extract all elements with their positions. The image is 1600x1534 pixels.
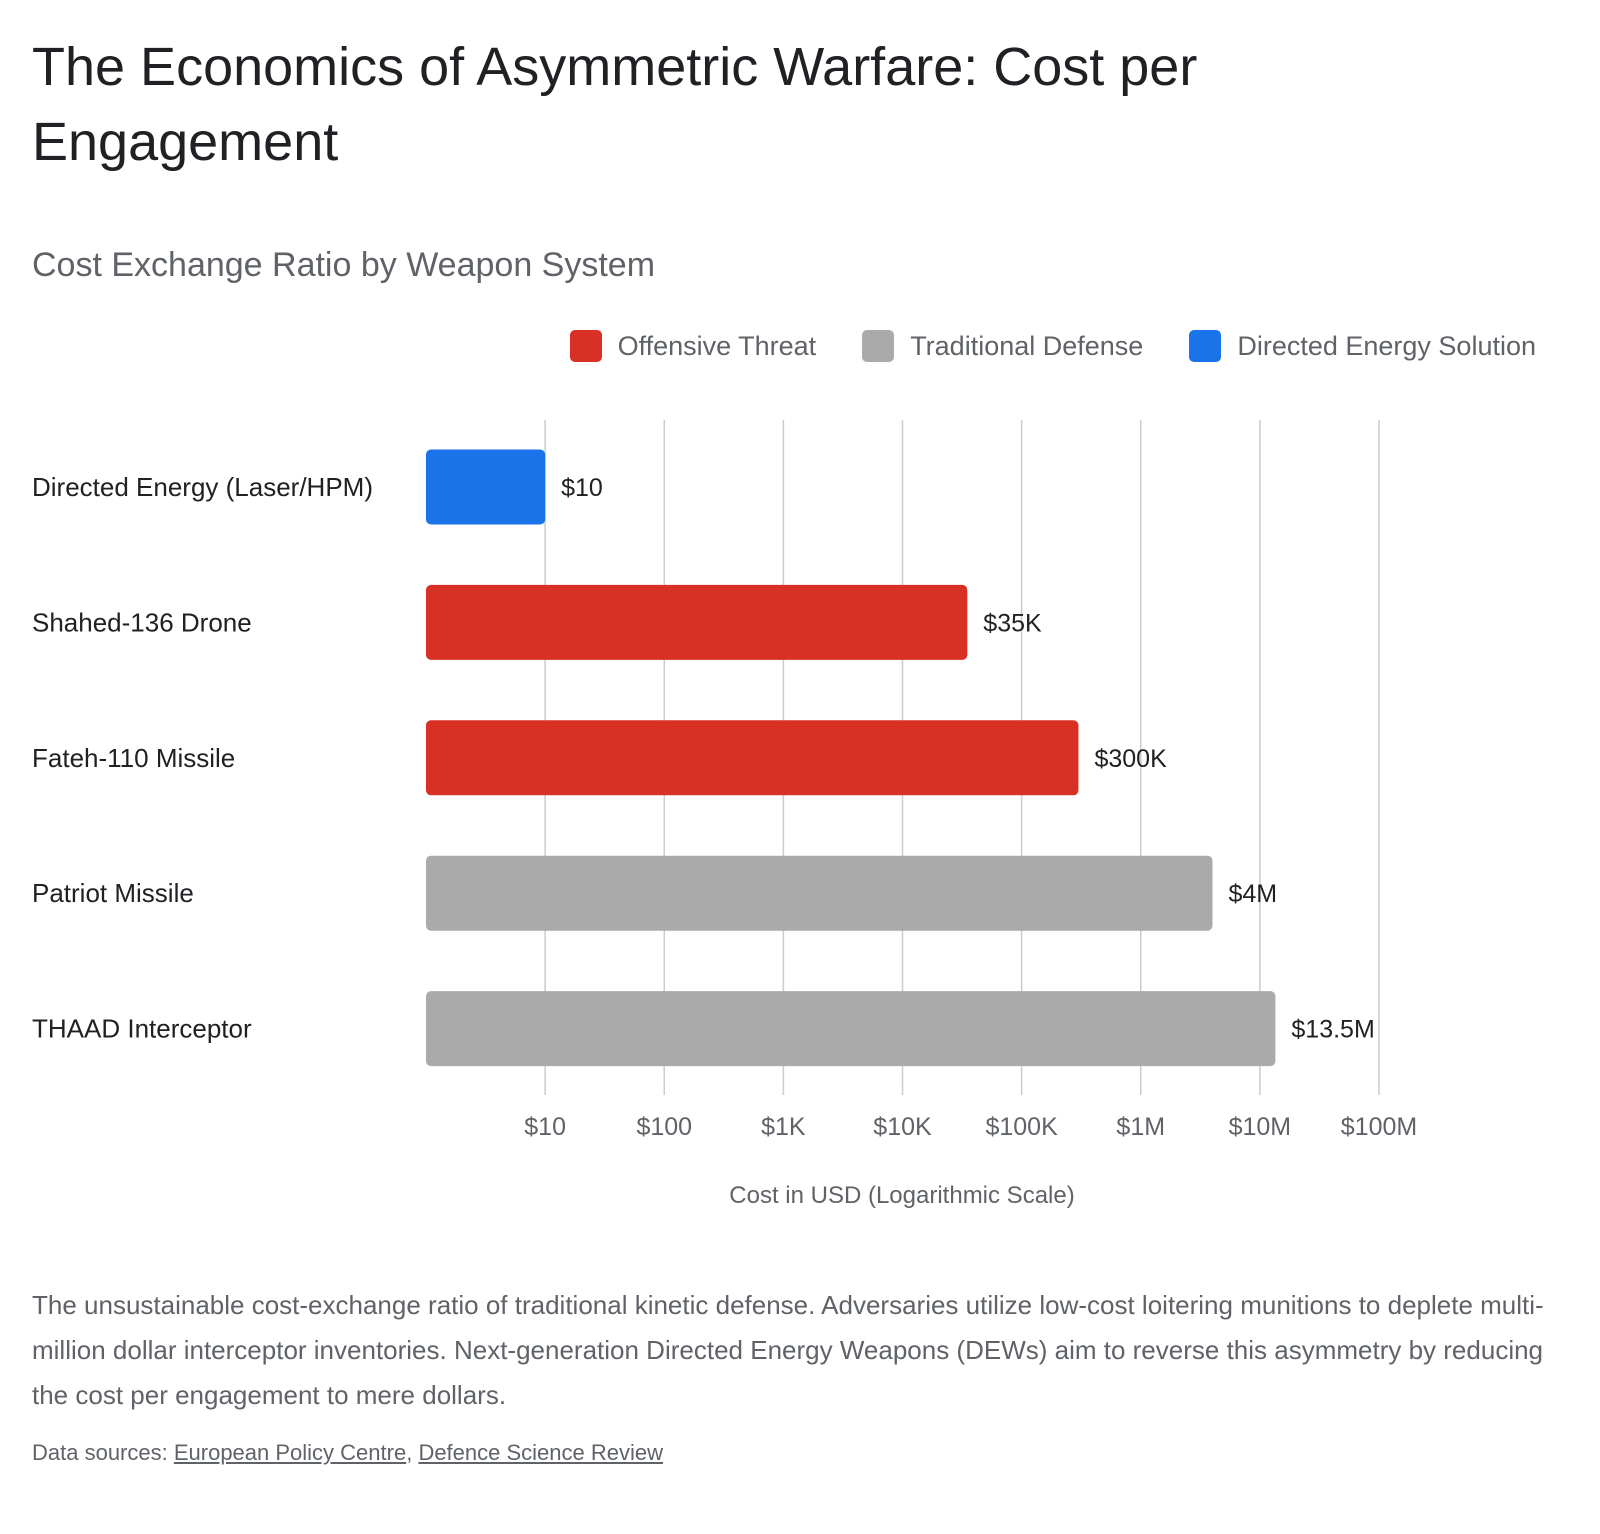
sources-prefix: Data sources: <box>32 1440 174 1465</box>
x-tick-label: $10 <box>524 1113 566 1141</box>
x-tick-label: $100M <box>1341 1113 1417 1141</box>
chart-caption: The unsustainable cost-exchange ratio of… <box>32 1290 1544 1410</box>
category-label: Fateh-110 Missile <box>32 743 235 773</box>
bar-chart: $10 $100 $1K $10K $100K $1M $10M $100M Directed … <box>32 420 1417 1209</box>
legend: Offensive Threat Traditional Defense Dir… <box>569 330 1536 362</box>
x-axis-title: Cost in USD (Logarithmic Scale) <box>729 1182 1074 1209</box>
sources-separator: , <box>406 1440 419 1465</box>
bar <box>426 449 546 525</box>
bar <box>426 991 1276 1067</box>
data-label: $300K <box>1094 745 1167 773</box>
page-title: The Economics of Asymmetric Warfare: Cos… <box>32 37 1198 172</box>
x-tick-label: $1M <box>1116 1113 1165 1141</box>
data-label: $35K <box>983 609 1042 637</box>
x-tick-label: $100K <box>985 1113 1058 1141</box>
x-tick-label: $1K <box>761 1113 806 1141</box>
x-tick-label: $100 <box>636 1113 692 1141</box>
legend-swatch <box>569 330 602 362</box>
legend-swatch <box>862 330 895 362</box>
legend-item-traditional[interactable]: Traditional Defense <box>862 330 1143 362</box>
legend-swatch <box>1189 330 1222 362</box>
category-label: Directed Energy (Laser/HPM) <box>32 472 373 502</box>
data-label: $4M <box>1228 880 1277 908</box>
data-label: $13.5M <box>1291 1016 1374 1044</box>
bar <box>426 855 1213 931</box>
legend-item-offensive[interactable]: Offensive Threat <box>569 330 817 362</box>
category-label: THAAD Interceptor <box>32 1014 252 1044</box>
bar <box>426 720 1079 796</box>
bar <box>426 584 968 660</box>
source-link-dsr[interactable]: Defence Science Review <box>418 1440 664 1465</box>
data-sources: Data sources: European Policy Centre, De… <box>32 1440 663 1466</box>
source-link-epc[interactable]: European Policy Centre <box>173 1440 407 1465</box>
legend-label: Traditional Defense <box>910 330 1144 361</box>
category-label: Shahed-136 Drone <box>32 607 252 637</box>
x-tick-label: $10M <box>1229 1113 1292 1141</box>
category-label: Patriot Missile <box>32 878 194 908</box>
chart-subtitle: Cost Exchange Ratio by Weapon System <box>32 246 656 284</box>
legend-item-directed-energy[interactable]: Directed Energy Solution <box>1189 330 1536 362</box>
legend-label: Offensive Threat <box>617 330 817 361</box>
data-label: $10 <box>561 474 603 502</box>
legend-label: Directed Energy Solution <box>1237 330 1536 361</box>
x-tick-label: $10K <box>873 1113 932 1141</box>
